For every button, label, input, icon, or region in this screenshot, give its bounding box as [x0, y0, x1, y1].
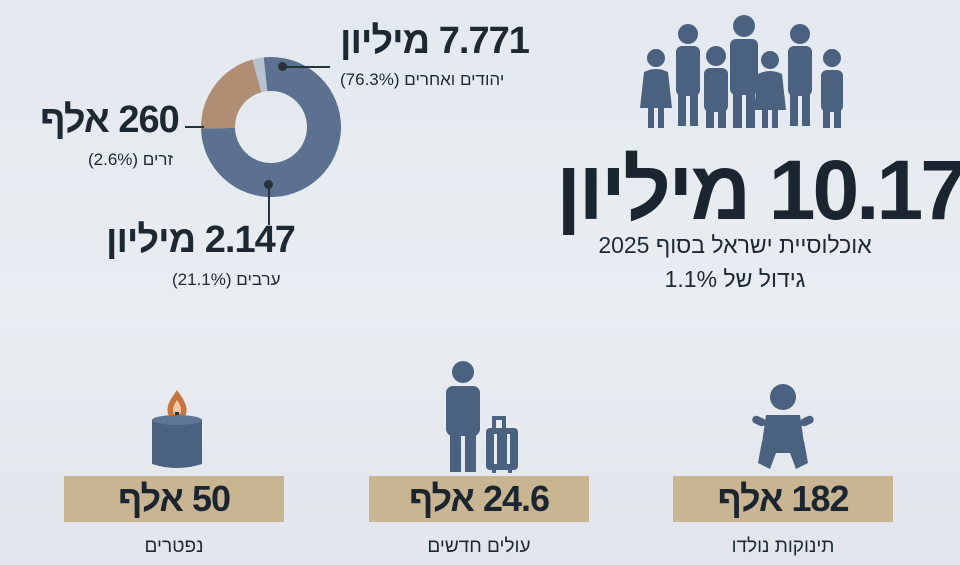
traveler-with-suitcase-icon [446, 361, 518, 473]
jews-leader-dot [278, 62, 287, 71]
baby-icon [752, 384, 814, 469]
new-immigrants-value-box: 24.6 אלף [369, 476, 589, 522]
births-label: תינוקות נולדו [731, 536, 835, 557]
foreigners-leader-line [185, 126, 204, 128]
new-immigrants-label: עולים חדשים [427, 536, 531, 557]
donut-slice-jews [201, 57, 341, 197]
arabs-leader-line [268, 183, 270, 225]
population-donut-chart [201, 57, 341, 197]
donut-slice-foreigners [252, 57, 268, 93]
foreigners-value-label: 260 אלף [40, 99, 180, 141]
births-value-box: 182 אלף [673, 476, 893, 522]
jews-sub-label: יהודים ואחרים (76.3%) [340, 70, 505, 89]
growth-label: גידול של 1.1% [664, 266, 806, 292]
jews-leader-line [282, 66, 330, 68]
jews-value-label: 7.771 מיליון [340, 20, 530, 62]
total-population-value: 10.178 מיליון [556, 143, 960, 237]
deaths-value-box: 50 אלף [64, 476, 284, 522]
deaths-label: נפטרים [144, 536, 204, 557]
memorial-candle-icon [152, 390, 202, 468]
total-population-subtitle: אוכלוסיית ישראל בסוף 2025 [598, 232, 872, 258]
people-group-icon [640, 15, 843, 128]
arabs-value-label: 2.147 מיליון [106, 219, 296, 261]
arabs-sub-label: ערבים (21.1%) [172, 270, 281, 289]
donut-slice-arabs [201, 59, 262, 129]
foreigners-sub-label: זרים (2.6%) [88, 150, 173, 169]
arabs-leader-dot [264, 180, 273, 189]
